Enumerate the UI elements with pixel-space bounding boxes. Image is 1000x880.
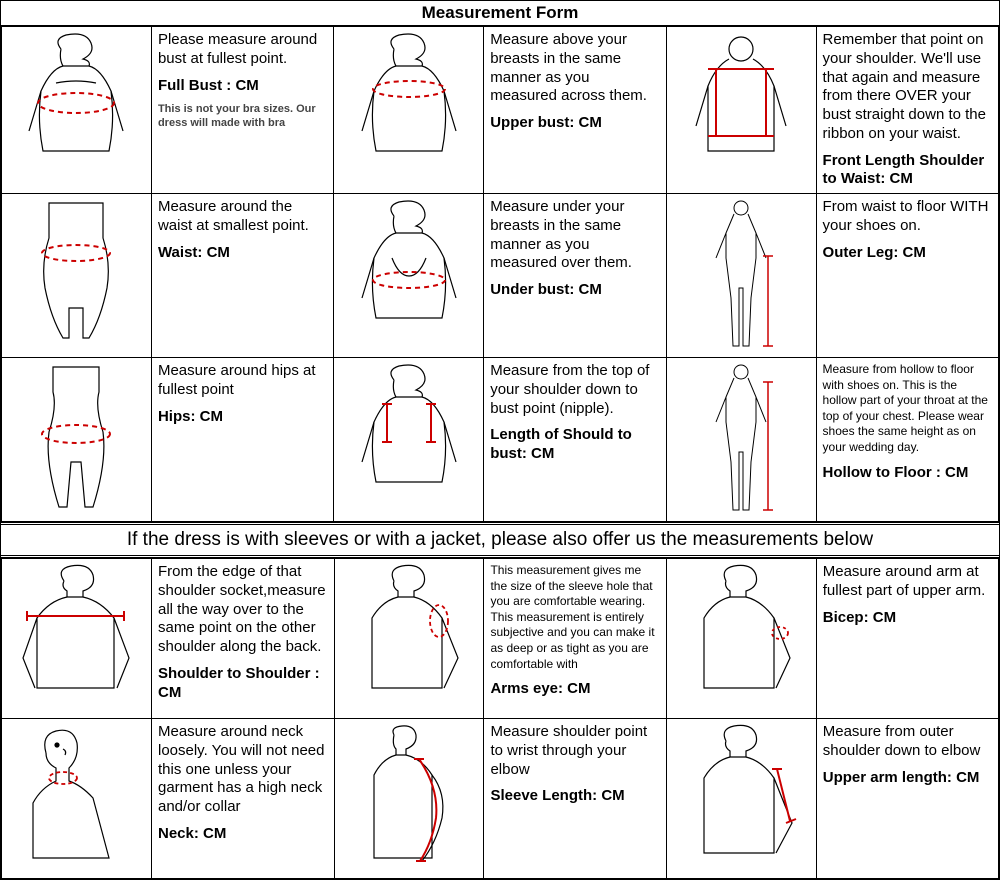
label: Sleeve Length: CM (490, 787, 659, 806)
text-bicep: Measure around arm at fullest part of up… (816, 559, 998, 719)
fig-sleeve-length (334, 719, 484, 879)
form-title: Measurement Form (1, 1, 999, 26)
desc: Measure from outer shoulder down to elbo… (823, 723, 992, 761)
measurement-form: Measurement Form Please measure around b… (0, 0, 1000, 880)
fig-hollow-to-floor (666, 358, 816, 522)
desc: From the edge of that shoulder socket,me… (158, 563, 328, 657)
footnote: This is not your bra sizes. Our dress wi… (158, 103, 327, 131)
desc: Measure under your breasts in the same m… (490, 198, 659, 273)
text-neck: Measure around neck loosely. You will no… (151, 719, 334, 879)
label: Upper bust: CM (490, 114, 659, 133)
label: Full Bust : CM (158, 77, 327, 96)
bottom-grid: From the edge of that shoulder socket,me… (1, 558, 999, 879)
text-waist: Measure around the waist at smallest poi… (151, 194, 333, 358)
desc: From waist to floor WITH your shoes on. (823, 198, 992, 236)
label: Bicep: CM (823, 609, 992, 628)
text-shoulder-to-shoulder: From the edge of that shoulder socket,me… (151, 559, 334, 719)
fig-hips (2, 358, 152, 522)
fig-shoulder-to-bust (334, 358, 484, 522)
desc: Please measure around bust at fullest po… (158, 31, 327, 69)
label: Neck: CM (158, 825, 328, 844)
label: Upper arm length: CM (823, 769, 992, 788)
fig-armseye (334, 559, 484, 719)
fig-shoulder-to-shoulder (2, 559, 152, 719)
label: Length of Should to bust: CM (490, 426, 659, 464)
desc: Remember that point on your shoulder. We… (823, 31, 992, 144)
desc: Measure from the top of your shoulder do… (490, 362, 659, 418)
desc: This measurement gives me the size of th… (490, 563, 659, 672)
text-under-bust: Measure under your breasts in the same m… (484, 194, 666, 358)
fig-bicep (666, 559, 816, 719)
fig-waist (2, 194, 152, 358)
text-shoulder-to-bust: Measure from the top of your shoulder do… (484, 358, 666, 522)
desc: Measure above your breasts in the same m… (490, 31, 659, 106)
label: Front Length Shoulder to Waist: CM (823, 152, 992, 190)
desc: Measure around arm at fullest part of up… (823, 563, 992, 601)
fig-upper-arm-length (666, 719, 816, 879)
desc: Measure around the waist at smallest poi… (158, 198, 327, 236)
text-hollow-to-floor: Measure from hollow to floor with shoes … (816, 358, 998, 522)
form-subtitle: If the dress is with sleeves or with a j… (1, 522, 999, 558)
fig-upper-bust (334, 27, 484, 194)
label: Arms eye: CM (490, 680, 659, 699)
fig-full-bust (2, 27, 152, 194)
text-outer-leg: From waist to floor WITH your shoes on. … (816, 194, 998, 358)
fig-front-length (666, 27, 816, 194)
label: Waist: CM (158, 244, 327, 263)
desc: Measure around neck loosely. You will no… (158, 723, 328, 817)
fig-outer-leg (666, 194, 816, 358)
label: Hollow to Floor : CM (823, 464, 992, 483)
desc: Measure from hollow to floor with shoes … (823, 362, 992, 456)
fig-under-bust (334, 194, 484, 358)
text-hips: Measure around hips at fullest point Hip… (151, 358, 333, 522)
desc: Measure shoulder point to wrist through … (490, 723, 659, 779)
label: Hips: CM (158, 408, 327, 427)
text-front-length: Remember that point on your shoulder. We… (816, 27, 998, 194)
label: Shoulder to Shoulder : CM (158, 665, 328, 703)
text-upper-bust: Measure above your breasts in the same m… (484, 27, 666, 194)
label: Under bust: CM (490, 281, 659, 300)
text-sleeve-length: Measure shoulder point to wrist through … (484, 719, 666, 879)
fig-neck (2, 719, 152, 879)
text-full-bust: Please measure around bust at fullest po… (151, 27, 333, 194)
label: Outer Leg: CM (823, 244, 992, 263)
text-upper-arm-length: Measure from outer shoulder down to elbo… (816, 719, 998, 879)
text-armseye: This measurement gives me the size of th… (484, 559, 666, 719)
desc: Measure around hips at fullest point (158, 362, 327, 400)
top-grid: Please measure around bust at fullest po… (1, 26, 999, 522)
